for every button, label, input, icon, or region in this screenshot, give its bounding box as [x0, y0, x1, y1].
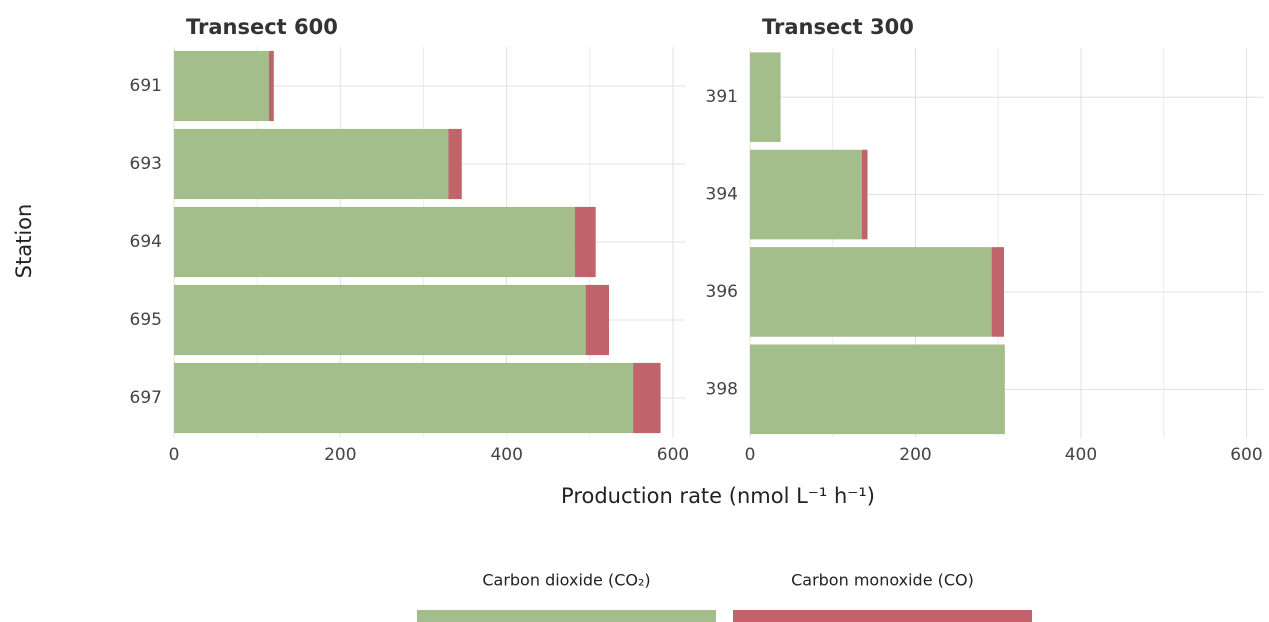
- legend-key: [417, 610, 716, 622]
- x-tick-label: 200: [899, 445, 931, 465]
- bar-segment: [750, 149, 862, 240]
- bar-segment: [448, 128, 462, 200]
- bar-segment: [268, 50, 274, 122]
- bar-segment: [750, 247, 992, 337]
- y-tick-label: 694: [130, 232, 162, 252]
- bar-segment: [574, 206, 596, 278]
- x-tick-label: 400: [490, 445, 522, 465]
- y-tick-label: 693: [130, 154, 162, 174]
- bar-segment: [861, 149, 868, 240]
- bar-segment: [633, 362, 661, 434]
- panel-title: Transect 300: [762, 15, 914, 39]
- bar-segment: [174, 284, 586, 356]
- y-axis-title: Station: [12, 204, 36, 279]
- x-tick-label: 600: [657, 445, 689, 465]
- x-tick-label: 0: [745, 445, 756, 465]
- legend-key: [733, 610, 1032, 622]
- y-tick-label: 396: [706, 282, 738, 302]
- bar-segment: [174, 50, 269, 122]
- bar-segment: [174, 206, 575, 278]
- bar-segment: [174, 362, 634, 434]
- x-axis-title: Production rate (nmol L⁻¹ h⁻¹): [561, 484, 875, 508]
- bar-segment: [174, 128, 449, 200]
- y-tick-label: 695: [130, 310, 162, 330]
- y-tick-label: 697: [130, 388, 162, 408]
- y-tick-label: 691: [130, 76, 162, 96]
- x-tick-label: 600: [1230, 445, 1262, 465]
- x-tick-label: 0: [169, 445, 180, 465]
- bar-segment: [991, 247, 1005, 337]
- panel-title: Transect 600: [186, 15, 338, 39]
- x-tick-label: 400: [1065, 445, 1097, 465]
- x-tick-label: 200: [324, 445, 356, 465]
- bar-segment: [750, 344, 1005, 435]
- legend-label: Carbon monoxide (CO): [791, 571, 974, 590]
- legend-label: Carbon dioxide (CO₂): [482, 571, 650, 590]
- bar-segment: [750, 52, 781, 142]
- y-tick-label: 391: [706, 87, 738, 107]
- y-tick-label: 394: [706, 185, 738, 205]
- bar-segment: [585, 284, 609, 356]
- y-tick-label: 398: [706, 379, 738, 399]
